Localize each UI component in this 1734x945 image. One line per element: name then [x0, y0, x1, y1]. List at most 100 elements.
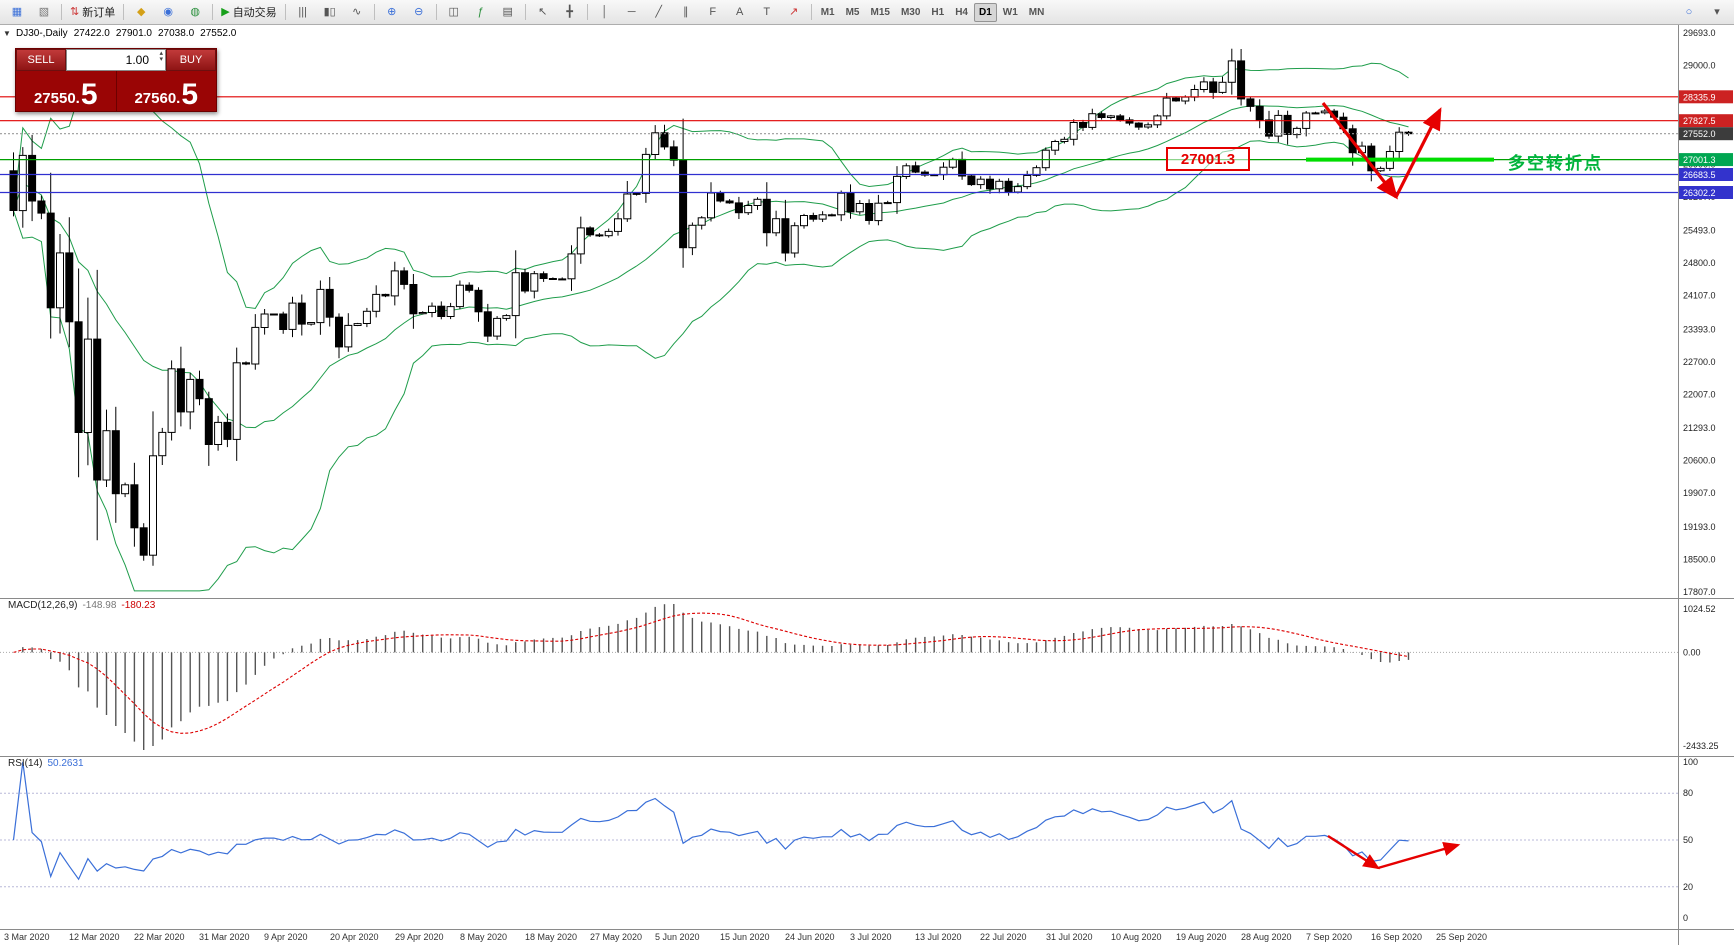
timeframe-m1-button[interactable]: M1	[820, 6, 835, 18]
trend-arrow-2[interactable]	[1394, 107, 1442, 198]
time-axis-label: 9 Apr 2020	[264, 932, 308, 942]
trendline-icon[interactable]: ╱	[655, 5, 662, 18]
template-icon[interactable]: ▤	[502, 5, 513, 18]
toolbar-separator	[435, 4, 437, 20]
svg-text:28335.9: 28335.9	[1683, 92, 1716, 102]
rsi-value: 50.2631	[47, 758, 84, 769]
timeframe-mn-button[interactable]: MN	[1028, 6, 1045, 18]
svg-text:20600.0: 20600.0	[1683, 456, 1716, 466]
rsi-line	[12, 761, 1409, 881]
rsi-indicator-label: RSI(14) 50.2631	[8, 758, 84, 769]
svg-text:25493.0: 25493.0	[1683, 226, 1716, 236]
price-axis[interactable]	[1678, 25, 1734, 945]
ohlc-low: 27038.0	[158, 28, 195, 39]
macd-indicator-label: MACD(12,26,9) -148.98 -180.23	[8, 600, 155, 611]
svg-text:18500.0: 18500.0	[1683, 554, 1716, 564]
line-chart-type-icon[interactable]: ∿	[352, 5, 362, 18]
svg-text:22700.0: 22700.0	[1683, 357, 1716, 367]
indicators-icon[interactable]: ƒ	[477, 5, 484, 18]
svg-text:-2433.25: -2433.25	[1683, 741, 1719, 751]
svg-text:19907.0: 19907.0	[1683, 488, 1716, 498]
timeframe-m30-button[interactable]: M30	[900, 6, 921, 18]
text-icon[interactable]: A	[736, 5, 744, 18]
macd-axis-labels: 1024.52 0.00 -2433.25	[1683, 604, 1719, 751]
toolbar-separator	[810, 4, 812, 20]
profiles-icon[interactable]: ▧	[38, 5, 50, 18]
trend-arrow-1[interactable]	[1321, 102, 1398, 200]
sell-price[interactable]: 27550. 5	[16, 71, 117, 111]
volume-value: 1.00	[125, 53, 149, 67]
dropdown-icon[interactable]: ▾	[1714, 5, 1720, 18]
time-axis-label: 7 Sep 2020	[1306, 932, 1353, 942]
rsi-arrow-1[interactable]	[1327, 834, 1381, 870]
ohlc-high: 27901.0	[115, 28, 152, 39]
tile-windows-icon[interactable]: ◫	[448, 5, 459, 18]
timeframe-d1-button[interactable]: D1	[974, 2, 997, 22]
bar-chart-type-icon[interactable]: |||	[298, 5, 307, 18]
volume-spinner[interactable]: ▴ ▾	[159, 50, 163, 63]
candlestick-type-icon[interactable]: ▮▯	[323, 5, 336, 18]
fibonacci-icon[interactable]: F	[709, 5, 717, 18]
buy-price[interactable]: 27560. 5	[134, 77, 199, 111]
vertical-line-icon[interactable]: │	[601, 5, 609, 18]
time-axis-label: 27 May 2020	[590, 932, 643, 942]
cursor-icon[interactable]: ↖	[538, 5, 548, 18]
time-axis[interactable]: 3 Mar 2020 12 Mar 2020 22 Mar 2020 31 Mar 2…	[0, 931, 1734, 945]
label-icon[interactable]: T	[763, 5, 771, 18]
time-axis-label: 24 Jun 2020	[785, 932, 835, 942]
oneclick-collapse-icon[interactable]: ▼	[3, 29, 11, 38]
svg-text:20: 20	[1683, 882, 1693, 892]
panel-separators	[0, 25, 1734, 945]
svg-text:22007.0: 22007.0	[1683, 390, 1716, 400]
time-axis-label: 28 Aug 2020	[1241, 932, 1292, 942]
crosshair-icon[interactable]: ╋	[566, 5, 573, 18]
time-axis-label: 18 May 2020	[525, 932, 578, 942]
time-axis-label: 12 Mar 2020	[69, 932, 120, 942]
sell-button[interactable]: SELL	[16, 49, 66, 71]
horizontal-line-icon[interactable]: ─	[627, 5, 636, 18]
timeframe-h4-button[interactable]: H4	[955, 6, 968, 18]
market-watch-icon[interactable]: ◆	[136, 5, 146, 18]
time-axis-label: 29 Apr 2020	[395, 932, 444, 942]
navigator-icon[interactable]: ◍	[190, 5, 201, 18]
volume-up-icon[interactable]: ▴	[159, 50, 163, 57]
autotrading-button[interactable]: ▶ 自动交易	[221, 5, 277, 19]
channel-icon[interactable]: ∥	[682, 5, 689, 18]
svg-text:50: 50	[1683, 835, 1693, 845]
price-badges: 28335.9 27827.5 27552.0 27001.3 26683.5 26302…	[1679, 90, 1733, 199]
new-order-button[interactable]: ⇅ 新订单	[70, 5, 116, 19]
svg-text:29693.0: 29693.0	[1683, 28, 1716, 38]
svg-text:24800.0: 24800.0	[1683, 258, 1716, 268]
time-axis-label: 20 Apr 2020	[330, 932, 379, 942]
ohlc-open: 27422.0	[73, 28, 110, 39]
volume-input[interactable]: 1.00 ▴ ▾	[66, 49, 166, 71]
new-chart-icon[interactable]: ▦	[11, 5, 23, 18]
time-axis-label: 8 May 2020	[460, 932, 508, 942]
ohlc-close: 27552.0	[200, 28, 237, 39]
timeframe-w1-button[interactable]: W1	[1002, 6, 1018, 18]
time-axis-label: 22 Jul 2020	[980, 932, 1027, 942]
timeframe-m5-button[interactable]: M5	[845, 6, 860, 18]
rsi-arrow-2[interactable]	[1377, 842, 1461, 870]
search-icon[interactable]: ○	[1685, 5, 1693, 18]
buy-button[interactable]: BUY	[166, 49, 216, 71]
svg-text:100: 100	[1683, 757, 1698, 767]
macd-main-value: -148.98	[82, 600, 117, 611]
svg-text:26683.5: 26683.5	[1683, 170, 1716, 180]
symbol-period-label: DJ30-,Daily	[16, 28, 68, 39]
price-level-callout[interactable]: 27001.3	[1166, 147, 1250, 171]
timeframe-h1-button[interactable]: H1	[931, 6, 945, 18]
timeframe-m15-button[interactable]: M15	[870, 6, 890, 18]
volume-down-icon[interactable]: ▾	[159, 56, 163, 63]
toolbar-separator	[524, 4, 526, 20]
arrows-icon[interactable]: ↗	[789, 5, 799, 18]
turning-point-label[interactable]: 多空转折点	[1508, 154, 1603, 173]
toolbar: ▦ ▧ ⇅ 新订单 ◆ ◉ ◍ ▶ 自动交易 ||| ▮▯ ∿ ⊕ ⊖ ◫ ƒ ▤ ↖ ╋ │ ─ ╱ ∥ F A T ↗ M1 M5 M…	[0, 0, 1734, 25]
svg-text:0.00: 0.00	[1683, 647, 1701, 657]
time-axis-label: 3 Mar 2020	[4, 932, 50, 942]
data-window-icon[interactable]: ◉	[163, 5, 174, 18]
zoom-in-icon[interactable]: ⊕	[387, 5, 397, 18]
zoom-out-icon[interactable]: ⊖	[414, 5, 424, 18]
time-axis-label: 25 Sep 2020	[1436, 932, 1488, 942]
